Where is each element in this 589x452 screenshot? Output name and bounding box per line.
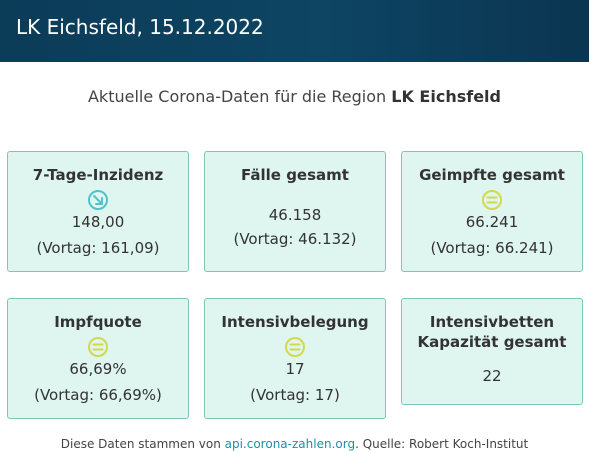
card-value: 66,69% <box>69 360 127 378</box>
subtitle-prefix: Aktuelle Corona-Daten für die Region <box>87 87 392 106</box>
region-subtitle: Aktuelle Corona-Daten für die Region LK … <box>0 87 589 106</box>
card-previous: (Vortag: 66,69%) <box>34 386 162 404</box>
equal-icon <box>285 337 305 357</box>
card-vaccination-rate: Impfquote 66,69% (Vortag: 66,69%) <box>7 298 189 419</box>
card-title: Fälle gesamt <box>241 166 349 184</box>
card-value: 17 <box>285 360 305 378</box>
footer-source: Diese Daten stammen von api.corona-zahle… <box>0 437 589 451</box>
card-title: Geimpfte gesamt <box>419 166 565 184</box>
card-title: 7-Tage-Inzidenz <box>32 166 164 184</box>
card-icu-capacity: Intensivbetten Kapazität gesamt 22 <box>401 298 583 405</box>
card-title-line2: Kapazität gesamt <box>417 333 567 351</box>
card-vaccinated-total: Geimpfte gesamt 66.241 (Vortag: 66.241) <box>401 151 583 272</box>
subtitle-region: LK Eichsfeld <box>391 87 501 106</box>
card-previous: (Vortag: 161,09) <box>36 239 160 257</box>
card-cases-total: Fälle gesamt 46.158 (Vortag: 46.132) <box>204 151 386 272</box>
card-value: 22 <box>482 367 502 385</box>
card-value: 46.158 <box>268 206 322 224</box>
equal-icon <box>482 190 502 210</box>
card-value: 66.241 <box>465 213 519 231</box>
card-title: Intensivbetten <box>429 313 555 331</box>
card-previous: (Vortag: 17) <box>250 386 340 404</box>
footer-suffix: . Quelle: Robert Koch-Institut <box>355 437 529 451</box>
page-title: LK Eichsfeld, 15.12.2022 <box>16 15 264 39</box>
footer-prefix: Diese Daten stammen von <box>60 437 225 451</box>
card-value: 148,00 <box>71 213 125 231</box>
header-bar: LK Eichsfeld, 15.12.2022 <box>0 0 589 62</box>
card-previous: (Vortag: 46.132) <box>233 230 357 248</box>
arrow-down-right-icon <box>88 190 108 210</box>
card-icu-occupancy: Intensivbelegung 17 (Vortag: 17) <box>204 298 386 419</box>
equal-icon <box>88 337 108 357</box>
api-link[interactable]: api.corona-zahlen.org <box>224 437 356 451</box>
card-title: Impfquote <box>54 313 142 331</box>
card-title: Intensivbelegung <box>221 313 369 331</box>
card-previous: (Vortag: 66.241) <box>430 239 554 257</box>
card-incidence: 7-Tage-Inzidenz 148,00 (Vortag: 161,09) <box>7 151 189 272</box>
